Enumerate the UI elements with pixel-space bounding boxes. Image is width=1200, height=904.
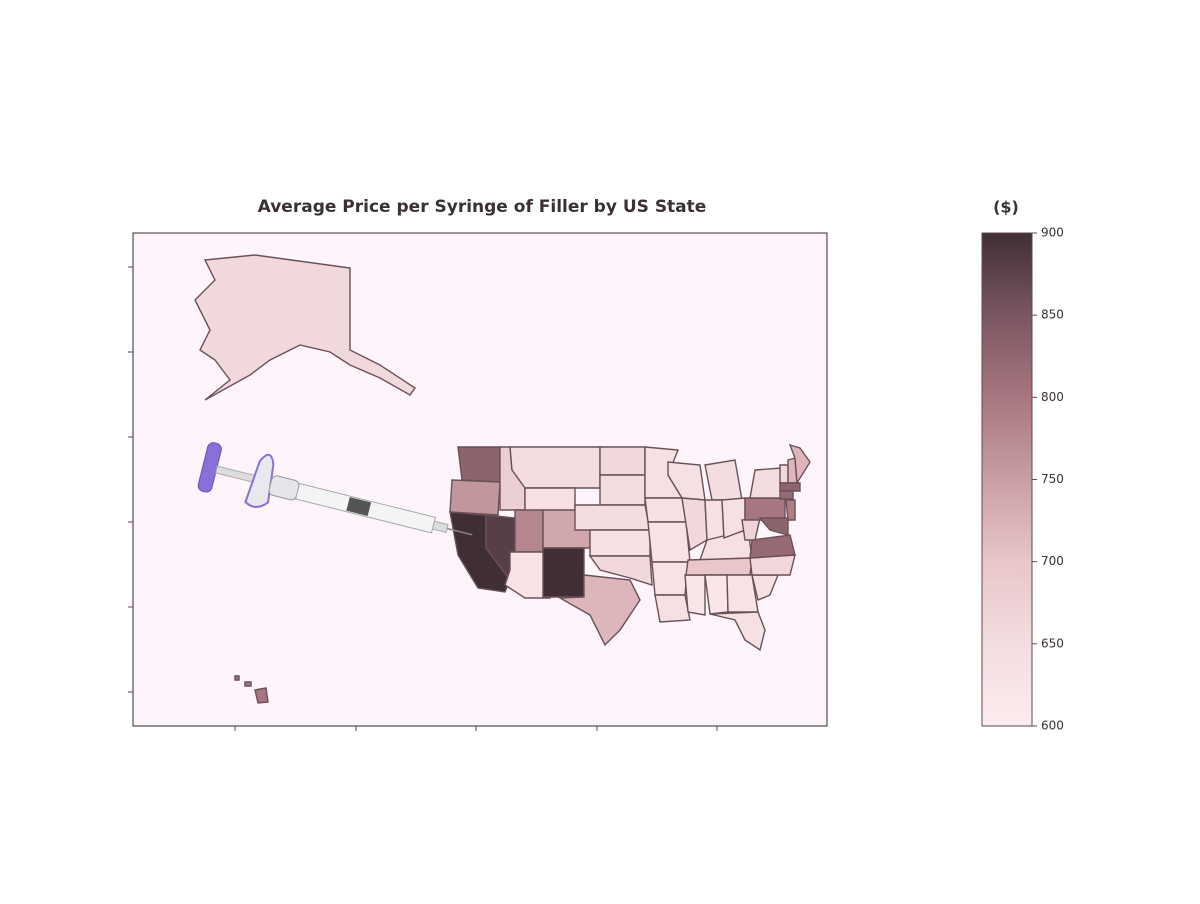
state (588, 555, 653, 586)
state (779, 490, 794, 500)
state (685, 557, 753, 576)
state (234, 675, 269, 704)
colorbar-tick-label: 700 (1041, 554, 1064, 568)
syringe (197, 442, 473, 536)
state (684, 574, 706, 616)
state (457, 446, 501, 483)
state (704, 499, 725, 541)
state (644, 497, 687, 523)
state (779, 464, 789, 484)
state (542, 547, 585, 598)
state (514, 509, 544, 553)
state (785, 499, 796, 521)
colorbar-tick-label: 750 (1041, 472, 1064, 486)
colorbar-tick-label: 850 (1041, 308, 1064, 322)
state (557, 574, 641, 647)
state (509, 446, 601, 489)
state (779, 482, 801, 492)
state (599, 474, 646, 506)
state (788, 443, 811, 486)
state (758, 517, 789, 536)
state (599, 446, 646, 476)
colorbar (981, 232, 1033, 727)
states (194, 254, 811, 704)
state (651, 561, 689, 596)
state (449, 479, 501, 516)
state (744, 497, 786, 521)
colorbar-tick-label: 650 (1041, 636, 1064, 650)
state (589, 529, 651, 557)
colorbar-tick-label: 900 (1041, 226, 1064, 240)
colorbar-label: ($) (993, 198, 1019, 217)
state (194, 254, 416, 401)
colorbar-tick-label: 600 (1041, 719, 1064, 733)
state (574, 504, 651, 531)
state (749, 534, 796, 559)
state (709, 611, 766, 652)
frame-ticks (128, 266, 718, 731)
colorbar-tick-label: 800 (1041, 390, 1064, 404)
chart-title: Average Price per Syringe of Filler by U… (258, 197, 707, 217)
state (704, 459, 743, 501)
state (647, 521, 691, 563)
state (721, 497, 746, 539)
state (654, 594, 691, 623)
